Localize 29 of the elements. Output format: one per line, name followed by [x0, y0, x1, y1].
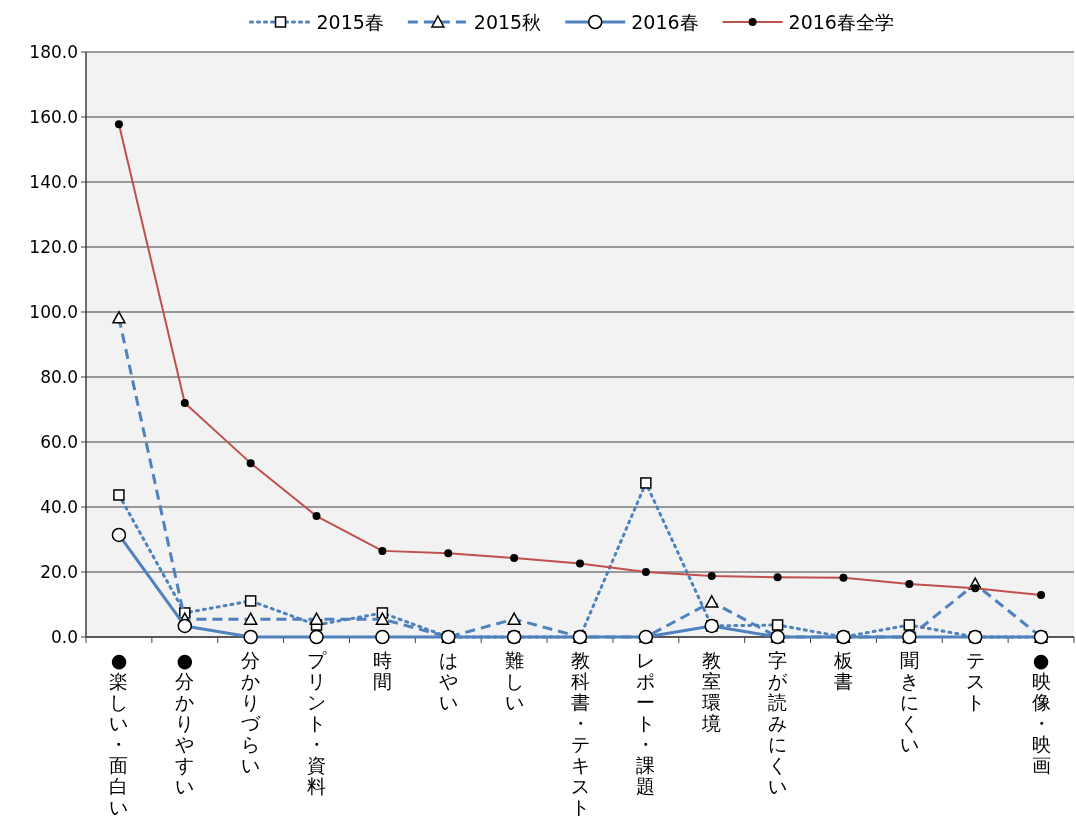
x-tick-label: レポート・課題 — [636, 649, 656, 797]
x-tick-label: テスト — [965, 649, 985, 713]
x-tick-label: 教科書・テキスト — [570, 649, 590, 816]
y-tick-label: 100.0 — [29, 302, 78, 322]
y-tick-label: 160.0 — [29, 107, 78, 127]
y-tick-label: 120.0 — [29, 237, 78, 257]
x-tick-label: プリント・資料 — [307, 649, 328, 797]
legend-label: 2015秋 — [473, 11, 542, 33]
y-tick-label: 40.0 — [40, 497, 78, 517]
y-tick-label: 80.0 — [40, 367, 78, 387]
x-tick-label: 聞きにくい — [899, 649, 919, 755]
y-tick-label: 180.0 — [29, 42, 78, 62]
x-tick-label: 教室環境 — [701, 649, 722, 734]
y-tick-label: 60.0 — [40, 432, 78, 452]
x-tick-label: 難しい — [504, 649, 524, 713]
x-tick-label: 時間 — [372, 649, 392, 692]
legend-label: 2016春全学 — [788, 11, 894, 33]
x-tick-label: はやい — [438, 649, 458, 713]
y-tick-label: 140.0 — [29, 172, 78, 192]
x-tick-label: ●楽しい・面白い — [109, 649, 129, 816]
x-tick-label: 分かりづらい — [241, 649, 262, 776]
x-tick-label: ●映像・映画 — [1031, 649, 1051, 776]
x-tick-label: 字が読みにくい — [768, 649, 789, 797]
y-tick-label: 0.0 — [50, 627, 78, 647]
x-tick-label: ●分かりやすい — [175, 649, 195, 797]
legend-label: 2015春 — [316, 11, 384, 33]
legend-label: 2016春 — [631, 11, 699, 33]
x-tick-label: 板書 — [832, 649, 853, 692]
y-tick-label: 20.0 — [40, 562, 78, 582]
